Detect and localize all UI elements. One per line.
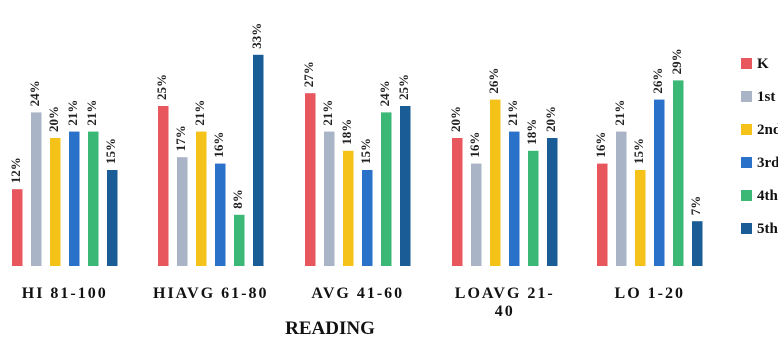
category-label: HI 81-100 [22, 285, 108, 302]
bar-k-2 [158, 106, 169, 266]
bar-1st-2 [177, 157, 188, 266]
bar-5th-5 [692, 221, 703, 266]
data-label: 18% [339, 119, 354, 145]
bar-k-5 [597, 163, 608, 266]
bar-3rd-4 [509, 131, 520, 266]
data-label: 16% [467, 132, 482, 158]
data-label: 21% [192, 100, 207, 126]
bar-4th-2 [234, 214, 245, 266]
legend-swatch-4th [741, 190, 752, 201]
bar-2nd-2 [196, 131, 207, 266]
category-label: LO 1-20 [615, 285, 685, 302]
bar-1st-5 [616, 131, 627, 266]
bar-4th-3 [381, 112, 392, 267]
data-label: 25% [154, 74, 169, 100]
data-label: 26% [650, 68, 665, 94]
bar-3rd-5 [654, 99, 665, 266]
bar-3rd-3 [362, 170, 373, 266]
data-label: 20% [543, 106, 558, 132]
x-axis-title: READING [285, 318, 375, 339]
data-label: 26% [486, 68, 501, 94]
data-label: 24% [377, 80, 392, 106]
data-label: 29% [669, 48, 684, 74]
data-label: 15% [358, 138, 373, 164]
data-label: 27% [301, 61, 316, 87]
bar-k-3 [305, 93, 316, 266]
category-label: 40 [495, 303, 515, 320]
legend-swatch-5th [741, 223, 752, 234]
bar-4th-5 [673, 80, 684, 267]
data-label: 17% [173, 125, 188, 151]
legend-label-1st: 1st [757, 89, 775, 105]
legend-swatch-3rd [741, 157, 752, 168]
category-label: HIAVG 61-80 [153, 285, 269, 302]
bar-5th-1 [107, 170, 118, 266]
bar-1st-1 [31, 112, 42, 267]
data-label: 21% [65, 100, 80, 126]
data-label: 8% [230, 189, 245, 209]
legend-label-4th: 4th [757, 188, 778, 204]
data-label: 12% [8, 157, 23, 183]
legend: K 1st 2nd 3rd 4th 5th [741, 56, 778, 237]
bar-k-1 [12, 189, 23, 266]
bar-3rd-2 [215, 163, 226, 266]
data-label: 16% [593, 132, 608, 158]
category-label: AVG 41-60 [311, 285, 404, 302]
data-label: 24% [27, 80, 42, 106]
bar-4th-4 [528, 150, 539, 266]
bar-2nd-4 [490, 99, 501, 266]
data-label: 18% [524, 119, 539, 145]
legend-label-3rd: 3rd [757, 155, 778, 171]
data-label: 21% [320, 100, 335, 126]
data-label: 7% [688, 196, 703, 216]
data-label: 21% [612, 100, 627, 126]
legend-label-5th: 5th [757, 221, 778, 237]
legend-swatch-2nd [741, 124, 752, 135]
legend-swatch-1st [741, 91, 752, 102]
legend-label-k: K [757, 56, 769, 72]
data-label: 15% [103, 138, 118, 164]
bar-1st-3 [324, 131, 335, 266]
bar-5th-2 [253, 54, 264, 266]
bars-layer: 12% 24% 20% 21% 21% 15% 25% 17% 21% 16% 8% 33% 27% 21… [8, 23, 703, 267]
data-label: 25% [396, 74, 411, 100]
bar-3rd-1 [69, 131, 80, 266]
data-label: 16% [211, 132, 226, 158]
category-label: LOAVG 21- [455, 285, 555, 302]
legend-label-2nd: 2nd [757, 122, 778, 138]
bar-5th-3 [400, 106, 411, 266]
bar-1st-4 [471, 163, 482, 266]
data-label: 21% [84, 100, 99, 126]
bar-2nd-3 [343, 150, 354, 266]
legend-swatch-k [741, 58, 752, 69]
data-label: 20% [448, 106, 463, 132]
bar-k-4 [452, 138, 463, 266]
bar-4th-1 [88, 131, 99, 266]
data-label: 33% [249, 23, 264, 49]
bar-2nd-5 [635, 170, 646, 266]
data-label: 15% [631, 138, 646, 164]
bar-5th-4 [547, 138, 558, 266]
bar-2nd-1 [50, 138, 61, 266]
data-label: 20% [46, 106, 61, 132]
data-label: 21% [505, 100, 520, 126]
